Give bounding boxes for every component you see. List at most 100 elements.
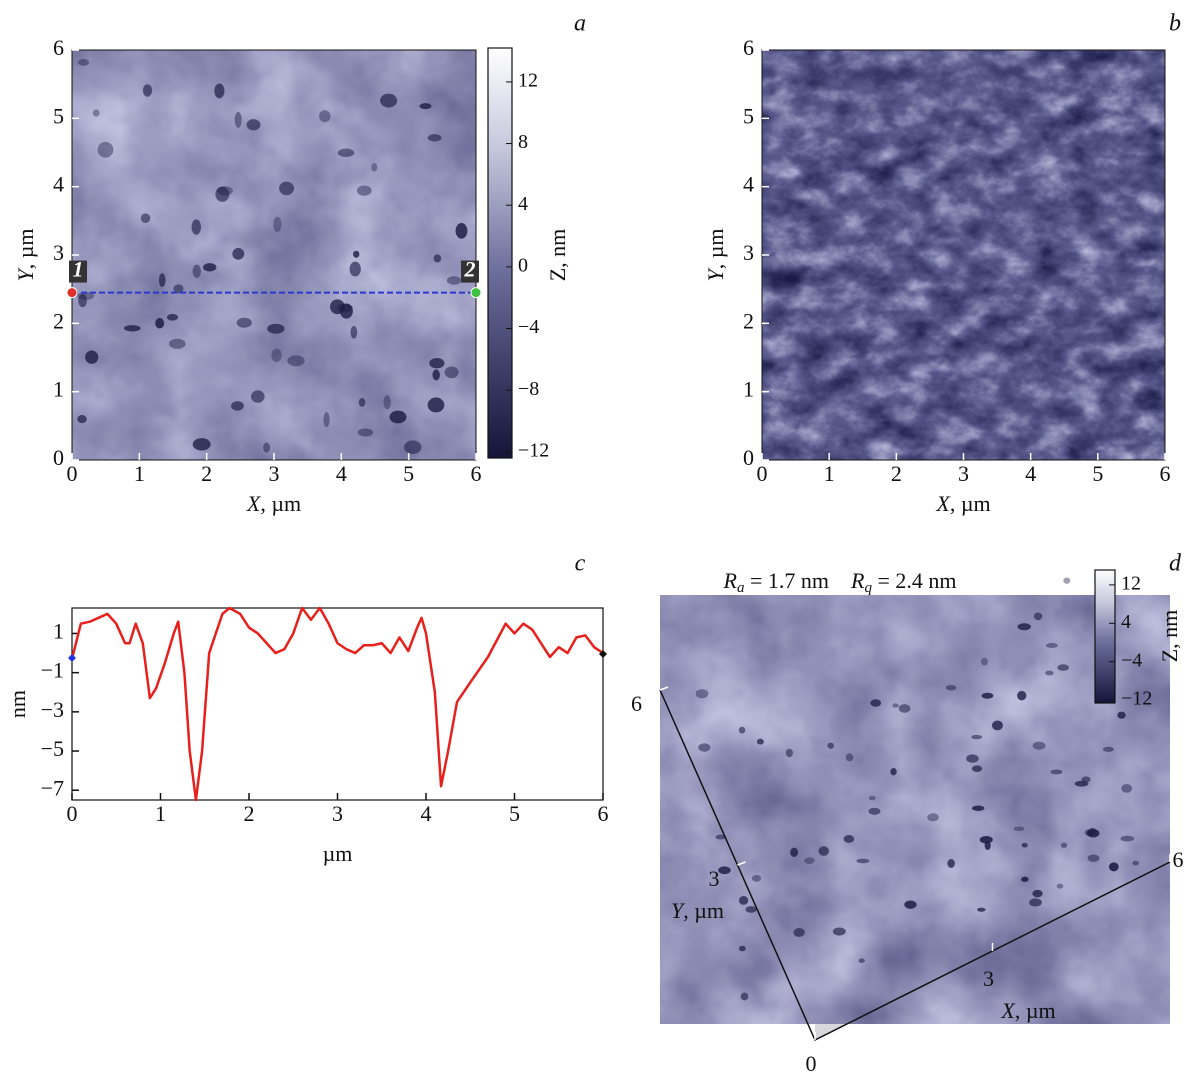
pit bbox=[1021, 842, 1028, 848]
pit bbox=[945, 684, 957, 691]
pit bbox=[85, 350, 99, 364]
panel-letter: b bbox=[1169, 11, 1181, 37]
x-axis-label-unit: , µm bbox=[950, 491, 991, 516]
pit bbox=[1102, 746, 1114, 752]
afm-image bbox=[72, 50, 476, 460]
y-tick-label: 4 bbox=[53, 172, 64, 197]
y-tick-label: 4 bbox=[743, 172, 754, 197]
pit bbox=[356, 185, 372, 196]
pit bbox=[1074, 780, 1089, 787]
pit bbox=[319, 110, 331, 123]
annotation-sub: q bbox=[864, 580, 872, 596]
pit bbox=[1132, 860, 1139, 866]
y-axis-label: nm bbox=[5, 690, 30, 718]
pit bbox=[166, 313, 179, 321]
pit bbox=[236, 317, 252, 328]
pit bbox=[231, 401, 244, 411]
colorbar-tick-label: −12 bbox=[1121, 688, 1152, 710]
pit bbox=[1013, 826, 1025, 832]
pit bbox=[927, 813, 939, 822]
pit bbox=[350, 325, 358, 339]
x-axis-label-symbol: X bbox=[246, 491, 262, 516]
pit bbox=[740, 992, 749, 1001]
annotation-symbol: R bbox=[850, 568, 865, 593]
x-tick-label: 5 bbox=[1092, 461, 1103, 486]
y-tick-label: 2 bbox=[53, 308, 64, 333]
pit bbox=[267, 323, 285, 334]
pit bbox=[695, 689, 709, 699]
pit bbox=[271, 348, 282, 363]
colorbar-tick-label: 12 bbox=[1121, 572, 1141, 594]
pit bbox=[790, 847, 799, 858]
pit bbox=[155, 317, 165, 329]
pit bbox=[1120, 835, 1135, 842]
pit bbox=[1063, 577, 1071, 584]
pit bbox=[1032, 741, 1046, 750]
pit bbox=[1117, 711, 1126, 719]
x-axis-label-unit: , µm bbox=[260, 491, 301, 516]
pit bbox=[191, 219, 202, 235]
x-axis-label: X, µm bbox=[246, 491, 301, 516]
pit bbox=[868, 807, 881, 815]
pit bbox=[1087, 854, 1100, 862]
pit bbox=[444, 366, 459, 379]
afm-image bbox=[762, 50, 1165, 460]
pit bbox=[380, 93, 398, 108]
pit bbox=[981, 692, 994, 699]
pit bbox=[203, 263, 217, 272]
pit bbox=[977, 907, 986, 912]
pit bbox=[140, 213, 151, 224]
y-axis-label: Y, µm bbox=[671, 898, 724, 923]
colorbar-tick-label: −4 bbox=[518, 316, 539, 338]
pit bbox=[432, 369, 440, 381]
colorbar-tick-label: 4 bbox=[1121, 611, 1131, 633]
annotation-sub: a bbox=[737, 580, 745, 596]
pit bbox=[1032, 889, 1043, 898]
pit bbox=[738, 895, 749, 905]
annotation-symbol: R bbox=[723, 568, 738, 593]
pit bbox=[78, 58, 90, 66]
x-tick-label: 6 bbox=[1160, 461, 1171, 486]
pit bbox=[77, 415, 87, 424]
colorbar-tick-label: 8 bbox=[518, 131, 528, 153]
surface-3d bbox=[660, 595, 1170, 1024]
pit bbox=[966, 754, 979, 763]
pit bbox=[1021, 876, 1029, 882]
y-tick-label: 3 bbox=[709, 866, 720, 891]
pit bbox=[971, 765, 983, 772]
y-tick-label: −1 bbox=[41, 658, 64, 683]
pit bbox=[142, 84, 153, 97]
y-tick-label: 2 bbox=[743, 308, 754, 333]
pit bbox=[843, 835, 855, 843]
y-tick-label: 6 bbox=[631, 691, 642, 716]
marker-label-bg bbox=[69, 260, 87, 283]
colorbar-label: Z, nm bbox=[1157, 610, 1182, 663]
pit bbox=[250, 390, 265, 403]
y-axis-label-symbol: Y bbox=[671, 898, 686, 923]
panel-letter: a bbox=[574, 11, 586, 37]
panel-letter: d bbox=[1169, 551, 1182, 577]
pit bbox=[979, 836, 993, 844]
pit bbox=[92, 109, 100, 117]
y-axis-label-unit: , µm bbox=[703, 228, 728, 269]
panel-letter: c bbox=[575, 551, 586, 577]
y-axis-label: Y, µm bbox=[13, 228, 38, 281]
plot-frame bbox=[71, 607, 604, 801]
y-tick-label: 3 bbox=[53, 240, 64, 265]
y-tick-label: 5 bbox=[743, 103, 754, 128]
roughness-annotation: Ra = 1.7 nm Rq = 2.4 nm bbox=[723, 568, 957, 596]
pit bbox=[984, 841, 991, 850]
pit bbox=[892, 703, 899, 708]
pit bbox=[358, 397, 366, 407]
pit bbox=[827, 742, 834, 749]
x-tick-label: 1 bbox=[155, 801, 166, 826]
x-axis-label: X, µm bbox=[935, 491, 990, 516]
marker-label: 2 bbox=[464, 257, 476, 282]
y-tick-label: −3 bbox=[41, 697, 64, 722]
pit bbox=[427, 397, 445, 413]
pit bbox=[991, 720, 1003, 731]
pit bbox=[455, 223, 468, 239]
pit bbox=[832, 927, 846, 936]
x-tick-label: 0 bbox=[67, 801, 78, 826]
